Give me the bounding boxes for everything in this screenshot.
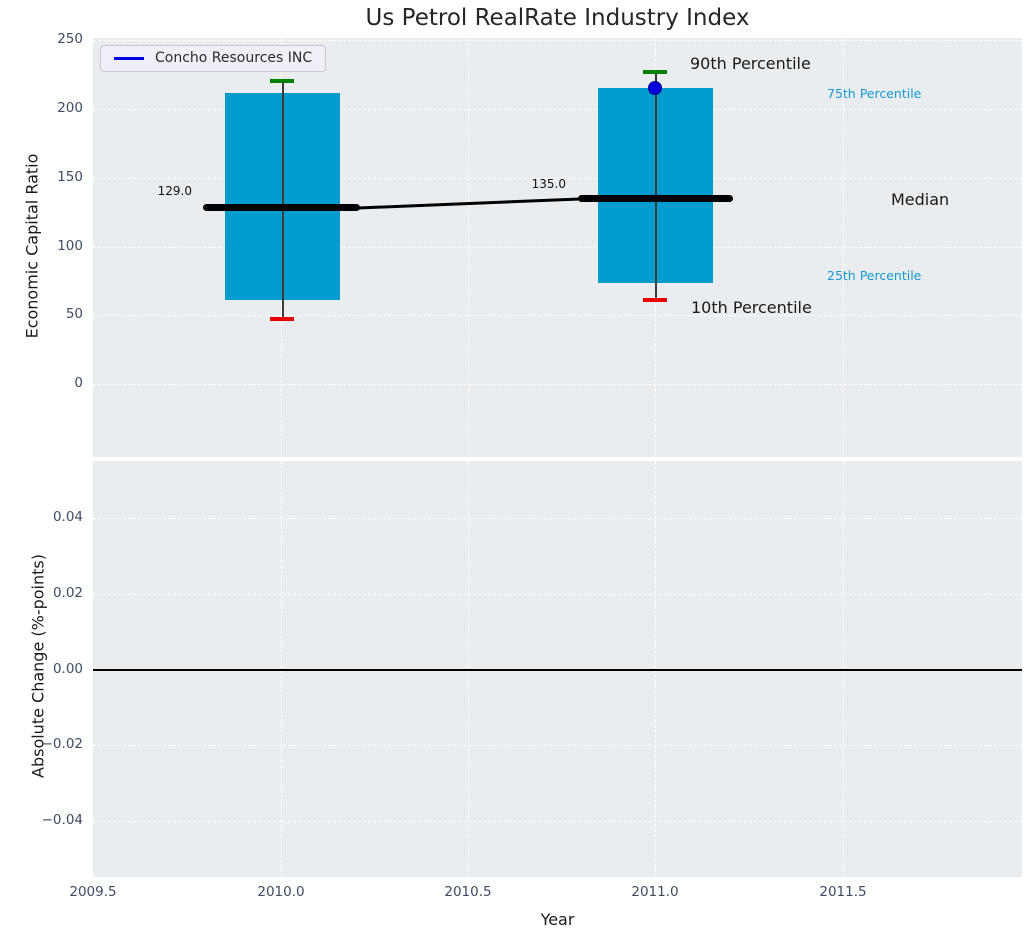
bottom-plot-area [93, 461, 1022, 877]
gridline-h-0-02 [93, 594, 1022, 595]
gridline-h-200 [93, 109, 1022, 110]
p10-cap-2011 [643, 298, 667, 302]
legend: Concho Resources INC [100, 45, 327, 72]
gridline-h-250 [93, 40, 1022, 41]
y-tick-250: 250 [57, 31, 83, 47]
chart-title: Us Petrol RealRate Industry Index [365, 5, 750, 31]
x-axis-label: Year [540, 910, 575, 929]
gridline-v-2010-5 [468, 38, 469, 457]
annotation-25th-percentile: 25th Percentile [827, 268, 922, 283]
gridline-h-0 [93, 384, 1022, 385]
gridline-h-150 [93, 178, 1022, 179]
y-tick-neg-0-04: −0.04 [41, 812, 83, 828]
gridline-h-100 [93, 247, 1022, 248]
median-line-2011 [578, 195, 733, 202]
annotation-10th-percentile: 10th Percentile [691, 298, 812, 317]
whisker-2010 [282, 81, 284, 318]
x-tick-2010-0: 2010.0 [257, 884, 305, 900]
median-line-2010 [203, 204, 360, 211]
y-tick-50: 50 [65, 306, 83, 322]
y-tick-0: 0 [74, 375, 83, 391]
annotation-90th-percentile: 90th Percentile [690, 54, 811, 73]
whisker-2011 [655, 72, 657, 299]
gridline-h-0-04 [93, 518, 1022, 519]
y-tick-0-02: 0.02 [52, 585, 83, 601]
y-axis-label-top: Economic Capital Ratio [22, 153, 42, 339]
company-marker-dot [648, 81, 662, 95]
y-tick-0-00: 0.00 [52, 661, 83, 677]
legend-label: Concho Resources INC [155, 50, 313, 66]
y-tick-200: 200 [57, 100, 83, 116]
y-tick-150: 150 [57, 169, 83, 185]
p90-cap-2011 [643, 70, 667, 74]
annotation-75th-percentile: 75th Percentile [827, 86, 922, 101]
median-value-label-2011: 135.0 [531, 177, 566, 191]
y-tick-0-04: 0.04 [52, 509, 83, 525]
annotation-median: Median [891, 190, 950, 209]
y-axis-label-bottom: Absolute Change (%-points) [28, 554, 48, 778]
x-tick-2009-5: 2009.5 [69, 884, 117, 900]
top-plot-area: 129.0 135.0 90th Percentile 75th Percent… [93, 38, 1022, 457]
x-tick-2010-5: 2010.5 [444, 884, 492, 900]
y-tick-neg-0-02: −0.02 [41, 736, 83, 752]
gridline-h-neg-0-04 [93, 821, 1022, 822]
median-value-label-2010: 129.0 [157, 184, 192, 198]
zero-change-line [93, 669, 1022, 671]
x-tick-2011-5: 2011.5 [819, 884, 867, 900]
p10-cap-2010 [270, 317, 294, 321]
gridline-v-2011-5 [843, 38, 844, 457]
y-tick-100: 100 [57, 238, 83, 254]
legend-line-sample [114, 56, 144, 60]
x-tick-2011-0: 2011.0 [631, 884, 679, 900]
gridline-h-50 [93, 315, 1022, 316]
p90-cap-2010 [270, 79, 294, 83]
gridline-h-neg-0-02 [93, 745, 1022, 746]
